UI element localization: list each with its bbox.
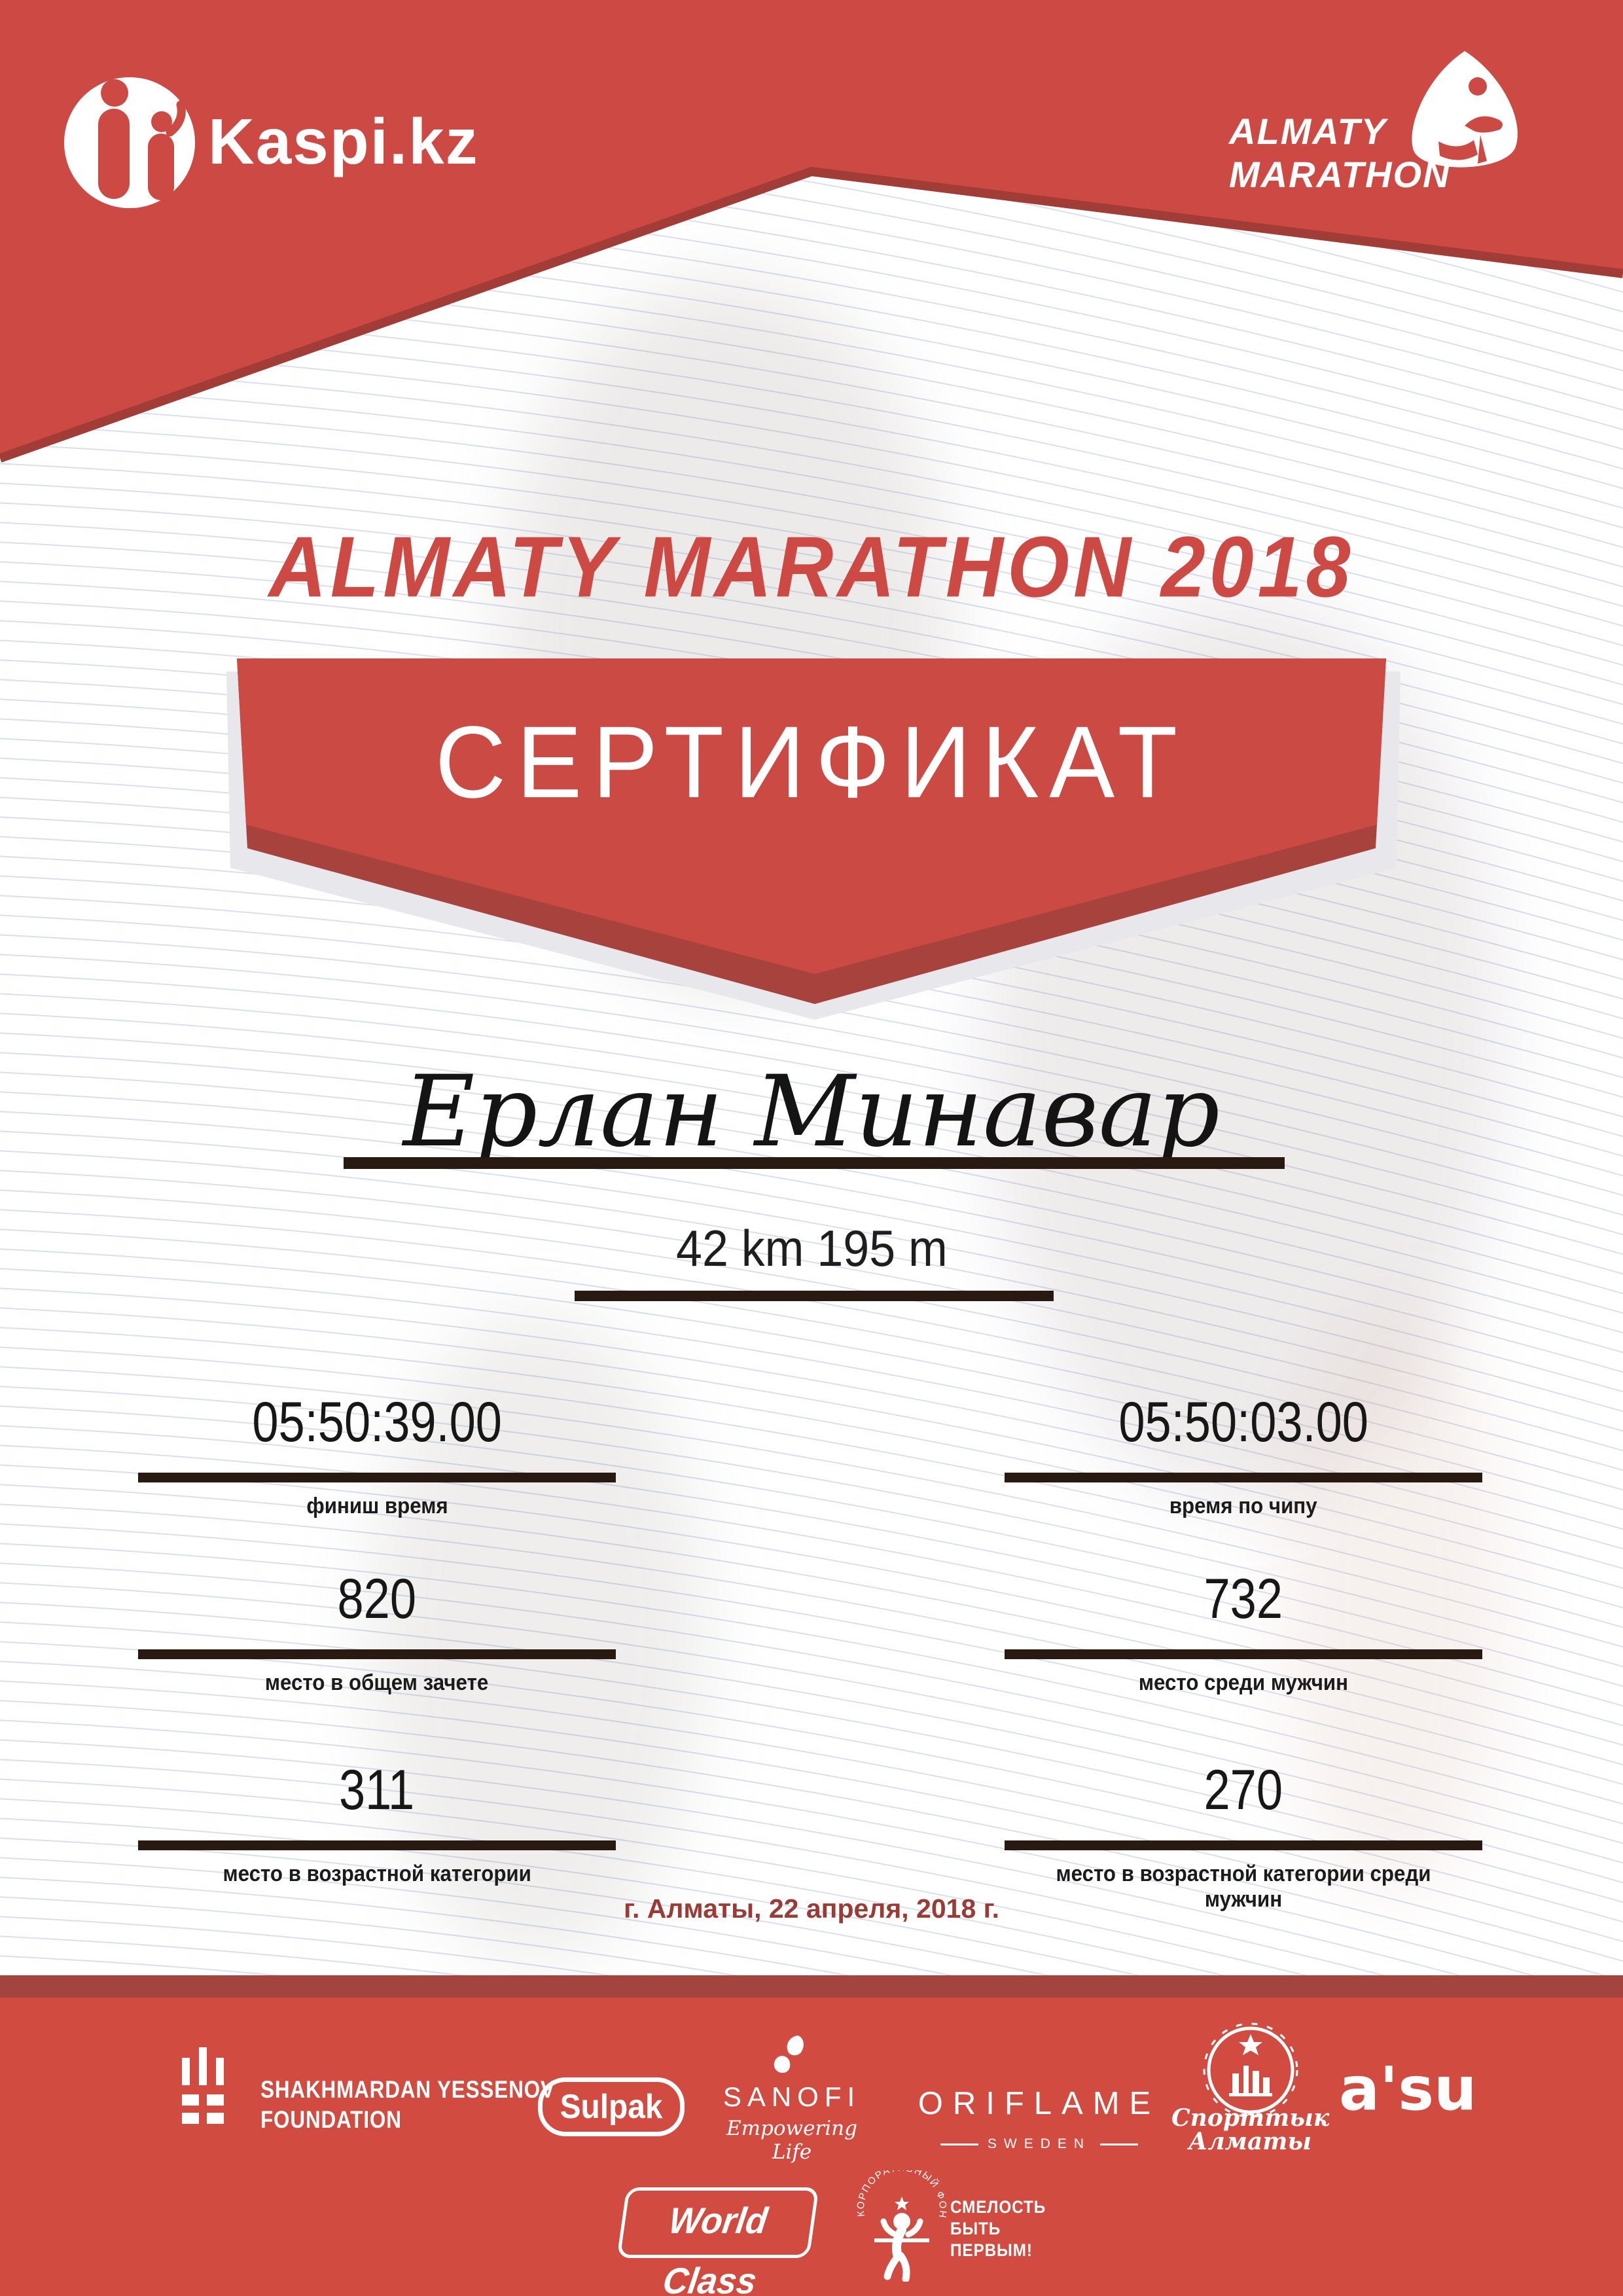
oriflame-right-rule xyxy=(1100,2143,1139,2145)
stat-underline xyxy=(138,1473,616,1482)
world-class-logo: World Class xyxy=(616,2187,819,2296)
stat-underline xyxy=(1005,1473,1482,1482)
teardrop-runner-icon xyxy=(1412,51,1518,168)
world-class-label: World Class xyxy=(660,2200,770,2296)
stat-label: место в общем зачете xyxy=(265,1670,489,1695)
sanofi-logo: SANOFI Empowering Life xyxy=(707,2034,877,2164)
sulpak-logo: Sulpak xyxy=(538,2077,685,2136)
stat-label: финиш время xyxy=(306,1494,448,1518)
background-photo-hint xyxy=(366,1309,707,1964)
yessenov-line2: FOUNDATION xyxy=(260,2106,402,2133)
fund-slogan-line3: ПЕРВЫМ! xyxy=(950,2240,1033,2260)
stat-underline xyxy=(1005,1840,1482,1850)
stat-overall-place: 820 место в общем зачете xyxy=(138,1563,616,1696)
stat-value: 05:50:39.00 xyxy=(252,1391,502,1454)
kaspi-family-icon xyxy=(64,77,195,208)
stat-underline xyxy=(138,1840,616,1850)
fund-arc-text: КОРПОРАТИВНЫЙ ФОНД xyxy=(856,2170,947,2219)
stat-underline xyxy=(1005,1649,1482,1659)
fund-slogan-line1: СМЕЛОСТЬ xyxy=(950,2197,1046,2217)
certificate-ribbon xyxy=(226,658,1400,1020)
stat-value: 820 xyxy=(337,1568,417,1630)
almaty-marathon-logo-line2: MARATHON xyxy=(1229,154,1451,195)
sponsor-footer xyxy=(0,1998,1623,2296)
corporate-fund-runner-icon: КОРПОРАТИВНЫЙ ФОНД xyxy=(856,2170,948,2282)
stat-value: 311 xyxy=(339,1759,415,1821)
asu-logo: a'su xyxy=(1339,2054,1477,2124)
stat-value: 270 xyxy=(1204,1759,1283,1821)
stat-label: место среди мужчин xyxy=(1138,1670,1349,1695)
stat-chip-time: 05:50:03.00 время по чипу xyxy=(1005,1386,1482,1519)
event-date-location: г. Алматы, 22 апреля, 2018 г. xyxy=(624,1893,999,1924)
yessenov-foundation-icon xyxy=(182,2047,224,2124)
stat-label: место в возрастной категории среди мужчи… xyxy=(1056,1861,1431,1912)
distance-underline xyxy=(575,1291,1054,1301)
oriflame-logo: ORIFLAME SWEDEN xyxy=(915,2085,1164,2152)
sportyk-line2: Алматы xyxy=(1188,2128,1311,2155)
certificate-label: СЕРТИФИКАТ xyxy=(435,704,1188,819)
fund-slogan-line2: БЫТЬ xyxy=(950,2219,1001,2238)
stat-value: 05:50:03.00 xyxy=(1118,1391,1368,1454)
almaty-marathon-logo-label: ALMATY MARATHON xyxy=(1229,110,1450,196)
stat-men-place: 732 место среди мужчин xyxy=(1005,1563,1482,1696)
stat-label: время по чипу xyxy=(1169,1494,1317,1518)
sportyk-almaty-label: Спорттык Алматы xyxy=(1171,2106,1329,2153)
stat-age-place: 311 место в возрастной категории xyxy=(138,1754,616,1887)
footer-dark-strip xyxy=(0,1975,1623,1998)
sulpak-label: Sulpak xyxy=(560,2088,663,2126)
stat-finish-time: 05:50:39.00 финиш время xyxy=(138,1386,616,1519)
oriflame-left-rule xyxy=(940,2143,978,2145)
oriflame-country-label: SWEDEN xyxy=(987,2136,1092,2151)
yessenov-line1: SHAKHMARDAN YESSENOV xyxy=(260,2076,555,2103)
svg-text:КОРПОРАТИВНЫЙ ФОНД: КОРПОРАТИВНЫЙ ФОНД xyxy=(856,2170,948,2219)
race-distance: 42 km 195 m xyxy=(675,1219,948,1277)
stat-value: 732 xyxy=(1204,1568,1283,1630)
sanofi-tagline: Empowering Life xyxy=(726,2117,857,2164)
event-title: ALMATY MARATHON 2018 xyxy=(268,518,1355,615)
stat-underline xyxy=(138,1649,616,1659)
participant-name: Ерлан Минавар xyxy=(402,1055,1221,1169)
fund-slogan: СМЕЛОСТЬ БЫТЬ ПЕРВЫМ! xyxy=(950,2197,1046,2261)
stat-age-men-place: 270 место в возрастной категории среди м… xyxy=(1005,1754,1482,1912)
kaspi-logo-label: Kaspi.kz xyxy=(208,105,479,177)
background-photo-hint xyxy=(1276,1309,1512,1898)
almaty-marathon-logo-line1: ALMATY xyxy=(1229,111,1387,152)
oriflame-label: ORIFLAME xyxy=(918,2086,1161,2121)
sanofi-bird-icon xyxy=(774,2036,804,2073)
sportyk-line1: Спорттык xyxy=(1171,2104,1330,2132)
top-banner xyxy=(0,0,1623,463)
stat-label: место в возрастной категории xyxy=(223,1861,531,1886)
sportyk-almaty-emblem-icon xyxy=(1203,2022,1298,2118)
sanofi-label: SANOFI xyxy=(722,2081,861,2112)
name-underline xyxy=(344,1157,1285,1169)
yessenov-foundation-label: SHAKHMARDAN YESSENOV FOUNDATION xyxy=(260,2075,555,2135)
